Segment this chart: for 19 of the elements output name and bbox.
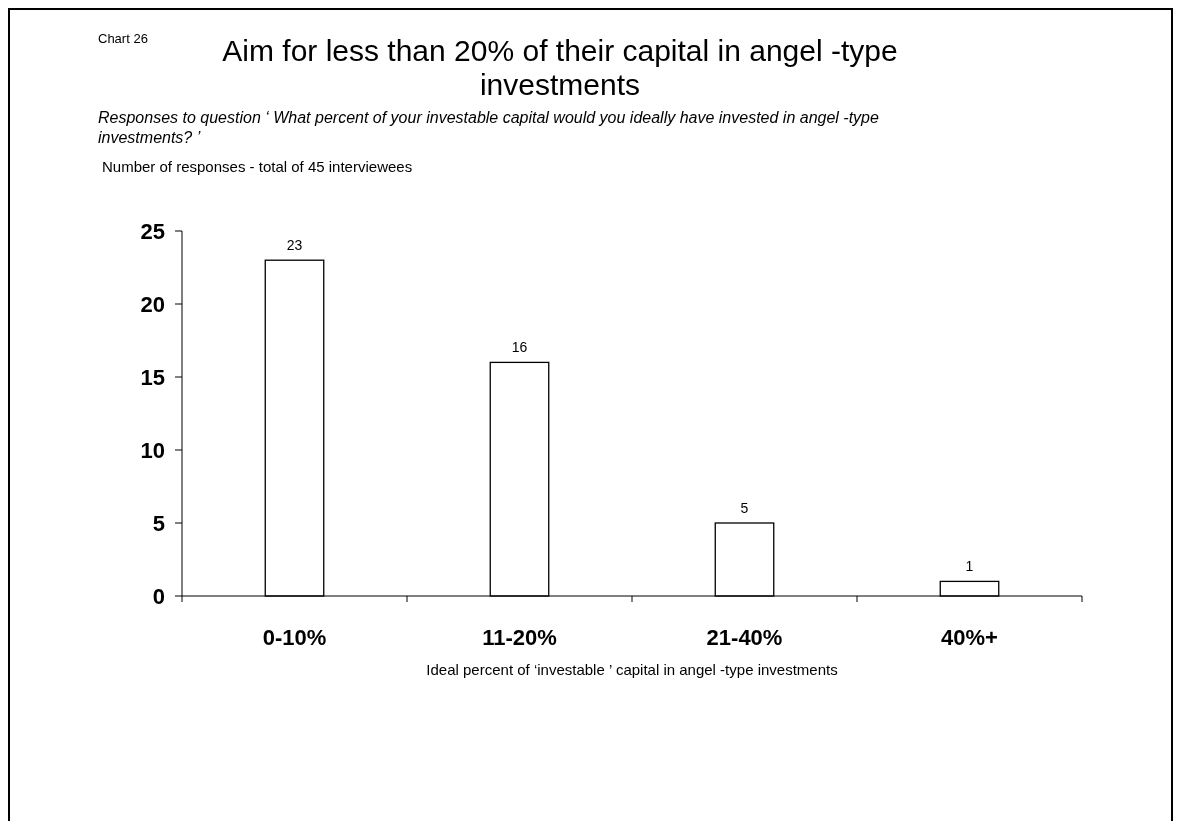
x-tick-label: 21-40% — [706, 625, 783, 650]
y-tick-label: 15 — [140, 364, 165, 390]
x-axis-title: Ideal percent of ‘investable ’ capital in angel -type investments — [426, 661, 838, 678]
x-tick-label: 11-20% — [482, 625, 557, 650]
data-label: 16 — [511, 339, 528, 356]
y-tick-label: 10 — [140, 437, 165, 463]
data-label: 23 — [286, 237, 303, 254]
caption: Chart 26 — [98, 31, 148, 46]
x-tick-label: 0-10% — [262, 625, 327, 650]
y-tick-label: 0 — [152, 583, 165, 609]
x-tick-label: 40%+ — [941, 625, 998, 650]
data-label: 1 — [965, 558, 974, 575]
y-tick-label: 5 — [152, 510, 165, 536]
chart-title: Aim for less than 20% of their capital in angel -type investments — [221, 34, 899, 102]
chart-subtitle: Responses to question ‘ What percent of your investable capital would you ideally have invested in angel -type investments? ’ — [98, 108, 880, 148]
y-axis-title: Number of responses - total of 45 interviewees — [102, 158, 413, 175]
data-label: 5 — [740, 500, 749, 516]
y-tick-label: 25 — [140, 218, 165, 244]
y-tick-label: 20 — [140, 291, 165, 317]
